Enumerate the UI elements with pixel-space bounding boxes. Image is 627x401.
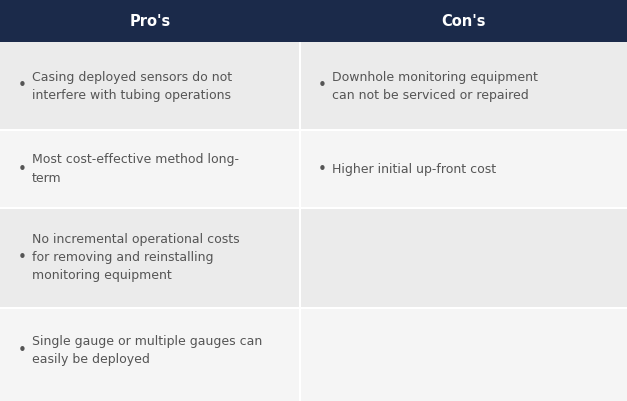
Bar xyxy=(0,393,300,401)
Text: Downhole monitoring equipment
can not be serviced or repaired: Downhole monitoring equipment can not be… xyxy=(332,71,537,101)
Text: •: • xyxy=(318,79,327,93)
Bar xyxy=(0,130,300,208)
Bar xyxy=(0,208,300,308)
Text: •: • xyxy=(18,79,27,93)
Bar xyxy=(300,208,627,308)
Bar xyxy=(0,42,300,130)
Bar xyxy=(300,42,627,130)
Bar xyxy=(300,393,627,401)
Text: •: • xyxy=(18,343,27,358)
Bar xyxy=(300,308,627,393)
Text: Casing deployed sensors do not
interfere with tubing operations: Casing deployed sensors do not interfere… xyxy=(32,71,232,101)
Bar xyxy=(0,308,300,393)
Bar xyxy=(300,130,627,208)
Text: Most cost-effective method long-
term: Most cost-effective method long- term xyxy=(32,154,239,184)
Text: •: • xyxy=(318,162,327,176)
Text: No incremental operational costs
for removing and reinstalling
monitoring equipm: No incremental operational costs for rem… xyxy=(32,233,240,282)
Text: •: • xyxy=(18,251,27,265)
Text: Higher initial up-front cost: Higher initial up-front cost xyxy=(332,162,496,176)
Bar xyxy=(0,0,627,42)
Text: Single gauge or multiple gauges can
easily be deployed: Single gauge or multiple gauges can easi… xyxy=(32,335,262,366)
Text: •: • xyxy=(18,162,27,176)
Text: Pro's: Pro's xyxy=(129,14,171,28)
Text: Con's: Con's xyxy=(441,14,485,28)
